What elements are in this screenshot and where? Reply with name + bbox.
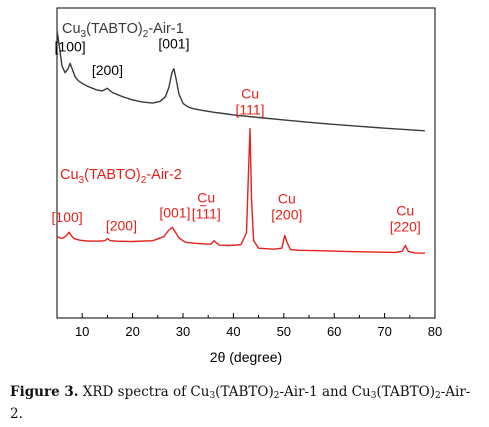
caption-text-3: -Air-1 and Cu — [279, 384, 371, 400]
peak-label-9-element: Cu — [278, 190, 296, 206]
peak-label-5: [200] — [106, 218, 137, 234]
series-line-2 — [56, 127, 425, 254]
x-tick-label-70: 70 — [377, 324, 391, 339]
peak-label-8-element: Cu — [241, 86, 259, 102]
peak-label-7-index: [111] — [192, 206, 221, 222]
peak-label-10-index: [220] — [390, 218, 421, 234]
caption-sub-4: 2 — [434, 391, 441, 401]
series-line-1 — [56, 30, 425, 132]
x-tick-label-50: 50 — [277, 324, 291, 339]
series-name-2: Cu3(TABTO)2-Air-2 — [60, 167, 182, 186]
caption-lead: Figure 3. — [10, 384, 79, 400]
x-tick-label-40: 40 — [226, 324, 240, 339]
x-tick-label-80: 80 — [428, 324, 442, 339]
peak-label-8-index: [111] — [236, 102, 265, 118]
x-tick-label-20: 20 — [125, 324, 139, 339]
x-axis-label: 2θ (degree) — [210, 349, 282, 365]
peak-label-4: [100] — [52, 209, 83, 225]
peak-label-9-index: [200] — [271, 206, 302, 222]
caption-text-1: XRD spectra of Cu — [78, 384, 210, 400]
caption-sub-3: 3 — [370, 391, 377, 401]
x-tick-label-60: 60 — [327, 324, 341, 339]
peak-label-2: [200] — [92, 62, 123, 78]
caption-text-5: -Air-2. — [10, 384, 471, 422]
peak-label-1: [100] — [55, 38, 86, 54]
caption-sub-1: 3 — [209, 391, 216, 401]
plot-frame — [56, 7, 436, 319]
peak-label-3: [001] — [158, 36, 189, 52]
caption-text-2: (TABTO) — [215, 384, 274, 400]
peak-label-6: [001] — [159, 204, 190, 220]
x-tick-label-10: 10 — [75, 324, 89, 339]
xrd-chart: 10 20 30 40 50 60 70 80 2θ (degree) Cu3(TABTO)2-A… — [52, 7, 442, 365]
peak-label-7-element: Cu — [197, 190, 215, 206]
figure-caption: Figure 3. XRD spectra of Cu3(TABTO)2-Air… — [10, 383, 480, 423]
caption-text-4: (TABTO) — [376, 384, 435, 400]
x-tick-label-30: 30 — [176, 324, 190, 339]
peak-label-10-element: Cu — [396, 202, 414, 218]
caption-sub-2: 2 — [273, 391, 280, 401]
series-name-1: Cu3(TABTO)2-Air-1 — [62, 21, 184, 40]
